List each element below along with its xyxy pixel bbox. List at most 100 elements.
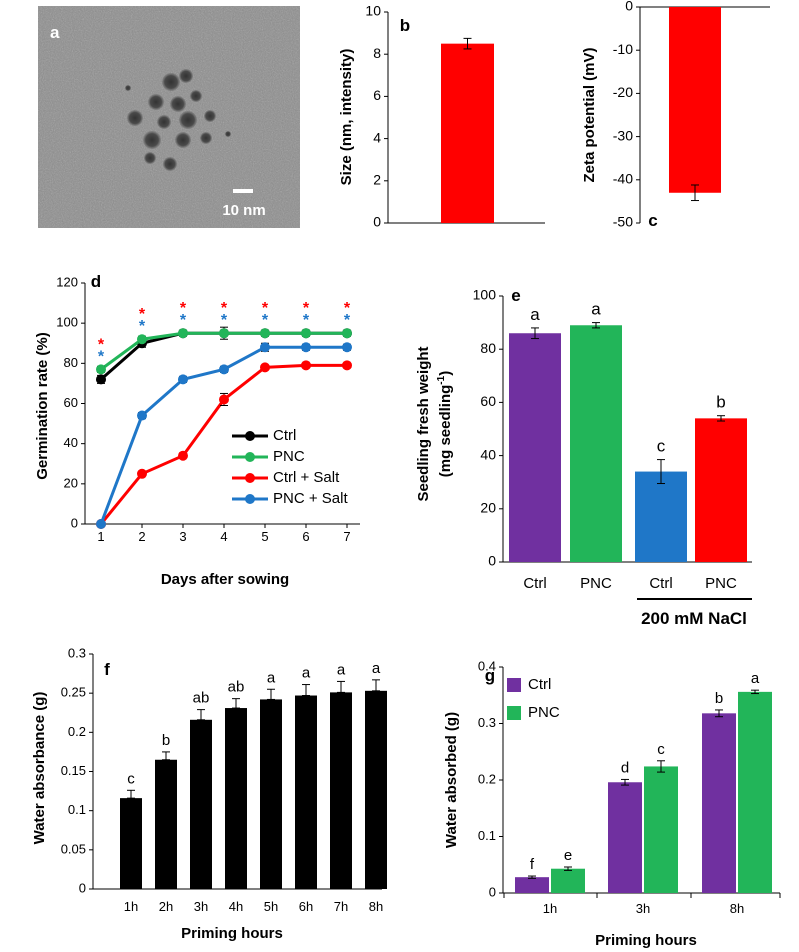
panel-c-y-axis-label: Zeta potential (mV) — [581, 47, 598, 182]
panel-g-legend-swatch — [507, 706, 521, 720]
panel-d-y-tick-label: 40 — [64, 435, 78, 450]
panel-g-bar — [551, 868, 585, 893]
panel-d-legend-label: Ctrl + Salt — [273, 469, 340, 486]
panel-f-x-tick-label: 5h — [264, 899, 278, 914]
scale-bar-label: 10 nm — [222, 202, 265, 219]
panel-f-significance-letter: b — [162, 732, 170, 749]
panel-d-point — [342, 342, 352, 353]
panel-e-x-tick-label: PNC — [705, 575, 737, 592]
panel-b-y-tick-label: 10 — [365, 3, 381, 19]
panel-d-point — [260, 328, 270, 339]
panel-g-bar — [702, 713, 736, 893]
panel-b-y-axis-label: Size (nm, intensity) — [338, 49, 355, 186]
panel-c-y-tick-label: -40 — [613, 171, 633, 187]
panel-d-legend-label: PNC + Salt — [273, 490, 348, 507]
panel-d-x-axis-label: Days after sowing — [161, 571, 289, 588]
panel-g-y-axis-label: Water absorbed (g) — [443, 712, 460, 848]
panel-g-legend-label: Ctrl — [528, 676, 551, 693]
panel-e-bar — [695, 418, 747, 562]
panel-e-y-tick-label: 20 — [480, 500, 496, 516]
panel-e-significance-letter: c — [657, 437, 666, 456]
panel-g-y-tick-label: 0.1 — [478, 828, 496, 843]
panel-f-significance-letter: ab — [193, 690, 210, 707]
panel-g-bar — [515, 877, 549, 893]
panel-d-x-tick-label: 3 — [179, 529, 186, 544]
panel-e-y-tick-label: 80 — [480, 340, 496, 356]
panel-c-y-tick-label: -20 — [613, 84, 633, 100]
panel-g-significance-letter: d — [621, 759, 629, 776]
panel-f-bar — [190, 719, 212, 889]
panel-f-x-tick-label: 1h — [124, 899, 138, 914]
panel-c-bar — [669, 7, 721, 193]
panel-d-point — [342, 360, 352, 371]
panel-d-significance-blue: * — [221, 312, 228, 329]
panel-label-d: d — [91, 272, 101, 291]
panel-f-x-tick-label: 7h — [334, 899, 348, 914]
scale-bar — [233, 189, 253, 193]
panel-d-legend-label: Ctrl — [273, 427, 296, 444]
panel-d-point — [96, 364, 106, 375]
panel-e-y-axis-label-units: (mg seedling-1) — [436, 371, 454, 477]
panel-g-y-tick-label: 0.2 — [478, 771, 496, 786]
panel-d-significance-red: * — [139, 306, 146, 323]
panel-d-point — [219, 328, 229, 339]
panel-d-point — [178, 450, 188, 461]
panel-d-x-tick-label: 4 — [220, 529, 227, 544]
panel-f-bar — [295, 695, 317, 889]
panel-d-significance-blue: * — [180, 312, 187, 329]
panel-f-bar — [260, 699, 282, 889]
panel-d-x-tick-label: 1 — [97, 529, 104, 544]
panel-g-x-axis-label: Priming hours — [595, 932, 697, 949]
panel-e-y-tick-label: 0 — [488, 553, 496, 569]
panel-d-point — [260, 342, 270, 353]
panel-d-legend-marker — [245, 431, 255, 441]
panel-f-significance-letter: a — [302, 665, 311, 682]
panel-g-significance-letter: b — [715, 690, 723, 707]
panel-label-c: c — [648, 211, 657, 230]
panel-e-y-tick-label: 60 — [480, 393, 496, 409]
panel-d-point — [96, 519, 106, 529]
panel-e-bar — [509, 333, 561, 562]
panel-d-significance-blue: * — [139, 318, 146, 335]
panel-b-y-tick-label: 8 — [373, 45, 381, 61]
panel-d-legend-marker — [245, 494, 255, 504]
panel-c-y-tick-label: -10 — [613, 41, 633, 57]
panel-f-bar — [330, 692, 352, 889]
panel-f-y-tick-label: 0.15 — [61, 763, 86, 778]
panel-d-y-tick-label: 100 — [56, 315, 78, 330]
panel-e-y-axis-label: Seedling fresh weight — [415, 346, 432, 501]
panel-e-bar — [635, 471, 687, 562]
panel-f-significance-letter: c — [127, 770, 135, 787]
panel-d-y-tick-label: 60 — [64, 395, 78, 410]
tem-image: a 10 nm — [38, 6, 300, 228]
panel-d-significance-blue: * — [303, 312, 310, 329]
panel-f-y-tick-label: 0.3 — [68, 645, 86, 660]
panel-f-y-tick-label: 0 — [79, 880, 86, 895]
panel-f-x-tick-label: 3h — [194, 899, 208, 914]
panel-f-x-tick-label: 2h — [159, 899, 173, 914]
panel-d-point — [342, 328, 352, 339]
panel-g-significance-letter: a — [751, 670, 760, 687]
panel-d-point — [301, 342, 311, 353]
panel-d-y-tick-label: 0 — [71, 515, 78, 530]
panel-d-y-tick-label: 80 — [64, 355, 78, 370]
panel-d-significance-blue: * — [344, 312, 351, 329]
panel-g-significance-letter: e — [564, 847, 572, 864]
panel-d-point — [96, 374, 106, 385]
panel-g-significance-letter: f — [530, 856, 535, 873]
panel-d-point — [219, 364, 229, 375]
panel-d-legend-marker — [245, 473, 255, 483]
panel-label-a: a — [50, 23, 60, 42]
panel-label-g: g — [485, 666, 495, 685]
panel-g-y-tick-label: 0 — [489, 884, 496, 899]
panel-f-significance-letter: a — [372, 660, 381, 677]
panel-g-legend-swatch — [507, 678, 521, 692]
panel-d-point — [137, 334, 147, 345]
panel-d-significance-red: * — [303, 300, 310, 317]
panel-f-bar — [155, 759, 177, 889]
panel-e-bar — [570, 325, 622, 562]
panel-label-e: e — [511, 286, 520, 305]
panel-f-y-tick-label: 0.05 — [61, 841, 86, 856]
panel-d-y-tick-label: 20 — [64, 475, 78, 490]
